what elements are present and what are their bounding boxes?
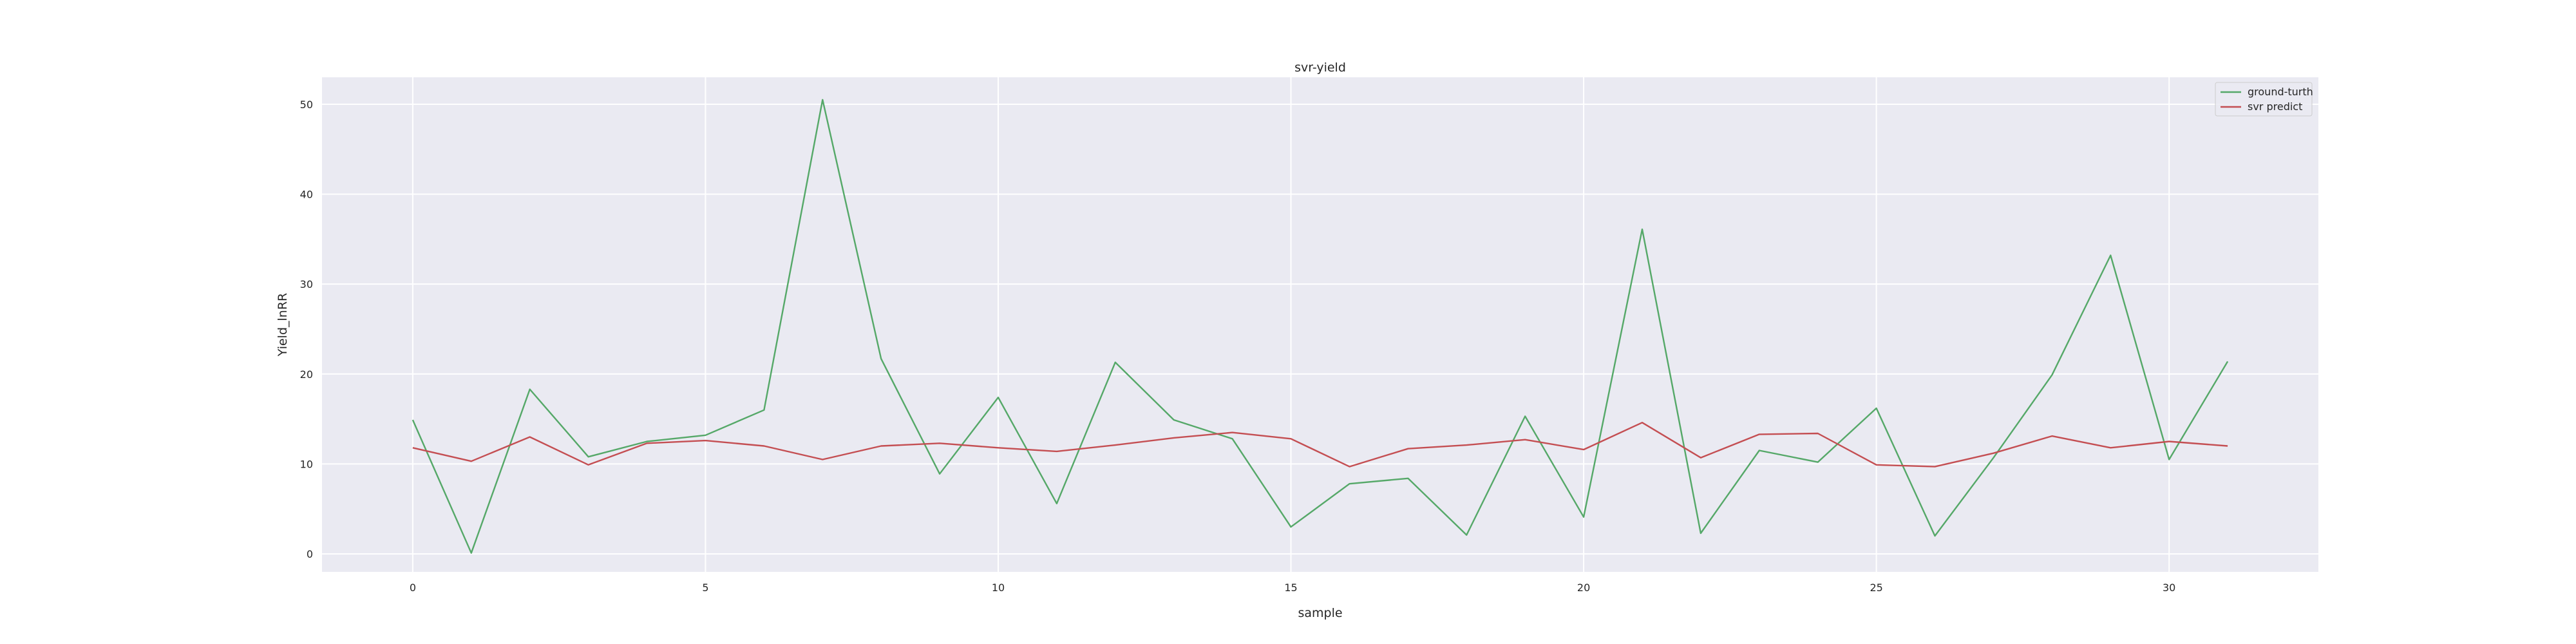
y-tick-label: 40 [300, 189, 313, 201]
grid [322, 77, 2318, 572]
x-tick-label: 30 [2163, 582, 2175, 594]
y-tick-label: 20 [300, 368, 313, 381]
x-tick-label: 20 [1577, 582, 1590, 594]
y-axis-label: Yield_lnRR [276, 293, 290, 357]
y-tick-label: 0 [307, 548, 313, 560]
x-tick-label: 10 [992, 582, 1005, 594]
series-line-1 [412, 99, 2229, 554]
series-line-2 [412, 422, 2228, 468]
x-axis-label: sample [1298, 606, 1342, 620]
x-tick-label: 0 [410, 582, 416, 594]
y-tick-label: 10 [300, 458, 313, 470]
legend: ground-turth svr predict [2215, 82, 2313, 117]
series-lines [412, 99, 2229, 554]
x-tick-label: 25 [1870, 582, 1882, 594]
x-tick-label: 5 [702, 582, 708, 594]
y-tick-label: 30 [300, 278, 313, 290]
legend-label-1: ground-turth [2248, 86, 2313, 98]
x-tick-label: 15 [1284, 582, 1297, 594]
plot-area [322, 77, 2318, 572]
legend-label-2: svr predict [2248, 100, 2302, 113]
y-tick-label: 50 [300, 99, 313, 111]
chart-title: svr-yield [1294, 61, 1346, 75]
tick-labels: 0 5 10 15 20 25 30 0 10 20 30 40 50 [300, 99, 2176, 594]
